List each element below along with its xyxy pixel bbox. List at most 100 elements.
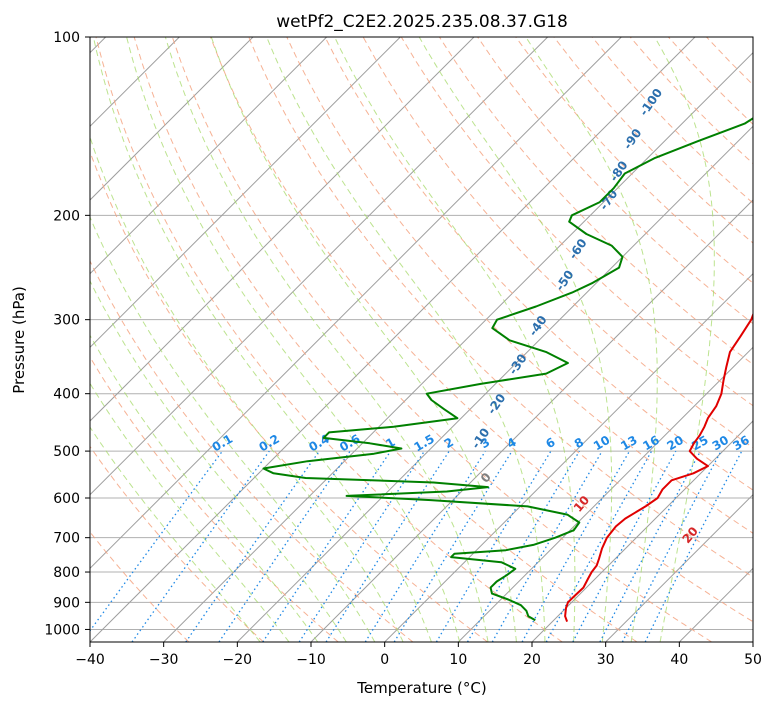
isotherm--20 [236, 125, 753, 642]
moist-adiabat-label--60: -60 [566, 236, 590, 262]
dry-adiabat-70 [286, 37, 753, 534]
dry-adiabat-180 [706, 37, 753, 86]
isotherm--30 [163, 51, 753, 642]
moist-adiabat-28 [418, 37, 613, 642]
isotherm-10 [457, 346, 753, 642]
mixing-ratio-1 [262, 450, 392, 642]
mixing-ratio-16 [545, 450, 653, 642]
y-tick-label: 200 [53, 208, 80, 224]
mixing-ratio-6 [435, 450, 552, 642]
isotherm-20 [531, 420, 753, 642]
dry-adiabat-170 [668, 37, 753, 125]
dry-adiabat-50 [210, 37, 753, 623]
x-axis-label: Temperature (°C) [356, 679, 486, 697]
moist-adiabat-36 [654, 37, 715, 642]
x-tick-label: 30 [597, 652, 615, 668]
mixing-ratio-label-16: 16 [640, 433, 661, 453]
chart-title: wetPf2_C2E2.2025.235.08.37.G18 [276, 12, 568, 32]
isotherm--70 [90, 37, 475, 422]
dry-adiabat-40 [171, 37, 712, 642]
dry-adiabat-label-20: 20 [679, 524, 700, 546]
mixing-ratio-0.1 [90, 450, 223, 632]
y-tick-label: 900 [53, 595, 80, 611]
isotherm--100 [90, 37, 254, 201]
dry-adiabat--30 [90, 531, 190, 642]
dry-adiabats [90, 37, 753, 642]
plot-area: 0.1 0.2 0.4 0.6 1 1.5 2 3 4 6 8 10 13 16 20 25 30 36-100-… [90, 37, 753, 642]
moist-adiabat-32 [525, 37, 658, 642]
y-axis: 1000 900 800 700 600 500 400 300 200 100 [44, 30, 90, 638]
mixing-ratio-25 [599, 450, 702, 642]
mixing-ratio-label-30: 30 [710, 433, 731, 453]
moist-adiabat-label--20: -20 [485, 391, 509, 417]
mixing-ratio-20 [572, 450, 677, 642]
series-line-1 [262, 117, 753, 622]
y-tick-label: 800 [53, 565, 80, 581]
isotherm--50 [90, 37, 622, 570]
isotherm--90 [90, 37, 328, 275]
x-tick-label: −20 [223, 652, 253, 668]
profiles [262, 117, 753, 622]
moist-adiabat-0 [90, 135, 404, 642]
moist-adiabat-4 [92, 37, 432, 642]
isotherm--80 [90, 37, 401, 349]
x-tick-label: 0 [380, 652, 389, 668]
line-labels: 0.1 0.2 0.4 0.6 1 1.5 2 3 4 6 8 10 13 16 20 25 30 36-100-… [210, 86, 752, 546]
moist-adiabat-24 [334, 37, 576, 642]
moist-adiabat--20 [90, 426, 261, 642]
dry-adiabat-120 [477, 37, 753, 325]
x-tick-label: 20 [523, 652, 541, 668]
y-tick-label: 100 [53, 30, 80, 46]
isotherm--60 [90, 37, 549, 496]
moist-adiabat-label--90: -90 [621, 126, 645, 152]
mixing-ratio-3 [364, 450, 486, 642]
y-tick-label: 600 [53, 491, 80, 507]
y-tick-label: 700 [53, 531, 80, 547]
dry-adiabat-20 [95, 37, 563, 642]
dry-adiabat-150 [591, 37, 753, 204]
dry-adiabat--20 [90, 445, 264, 642]
moist-adiabat-label--40: -40 [526, 313, 550, 339]
mixing-ratio-2 [325, 450, 450, 642]
mixing-ratio-36 [644, 450, 743, 642]
mixing-ratio-lines [90, 450, 743, 642]
mixing-ratio-0.4 [185, 450, 320, 642]
moist-adiabat-12 [164, 37, 489, 642]
x-axis: −40 −30 −20 −10 0 10 20 30 40 50 [75, 642, 762, 668]
x-tick-label: 10 [449, 652, 467, 668]
x-tick-label: −40 [75, 652, 105, 668]
y-tick-label: 500 [53, 444, 80, 460]
skewed-isotherms [90, 37, 753, 642]
series-line-0 [564, 312, 753, 622]
plot-frame [89, 36, 754, 643]
isotherm-40 [678, 567, 753, 642]
y-tick-label: 1000 [44, 622, 80, 638]
pressure-gridlines [90, 37, 753, 630]
mixing-ratio-label-36: 36 [730, 433, 751, 453]
dry-adiabat-0 [90, 259, 414, 642]
dry-adiabat-60 [248, 37, 753, 578]
moist-adiabat--12 [90, 334, 319, 642]
mixing-ratio-4 [393, 450, 513, 642]
isotherm-0 [384, 272, 753, 642]
moist-adiabat-label--50: -50 [553, 268, 577, 294]
mixing-ratio-0.2 [131, 450, 270, 642]
y-axis-label: Pressure (hPa) [10, 286, 28, 394]
mixing-ratio-label-6: 6 [543, 435, 557, 451]
isotherm-30 [605, 493, 753, 642]
dry-adiabat--10 [90, 356, 339, 642]
x-tick-label: −30 [149, 652, 179, 668]
dry-adiabat-140 [553, 37, 753, 244]
x-tick-label: −10 [296, 652, 326, 668]
moist-adiabat-label--70: -70 [597, 187, 621, 213]
moist-adiabat--4 [90, 215, 376, 642]
mixing-ratio-label-20: 20 [665, 433, 686, 453]
dry-adiabat-10 [90, 150, 488, 642]
x-tick-label: 50 [744, 652, 762, 668]
mixing-ratio-0.6 [218, 450, 351, 642]
mixing-ratio-label-10: 10 [591, 433, 612, 453]
mixing-ratio-label-4: 4 [505, 435, 519, 451]
moist-adiabat--16 [90, 382, 290, 642]
x-tick-label: 40 [670, 652, 688, 668]
